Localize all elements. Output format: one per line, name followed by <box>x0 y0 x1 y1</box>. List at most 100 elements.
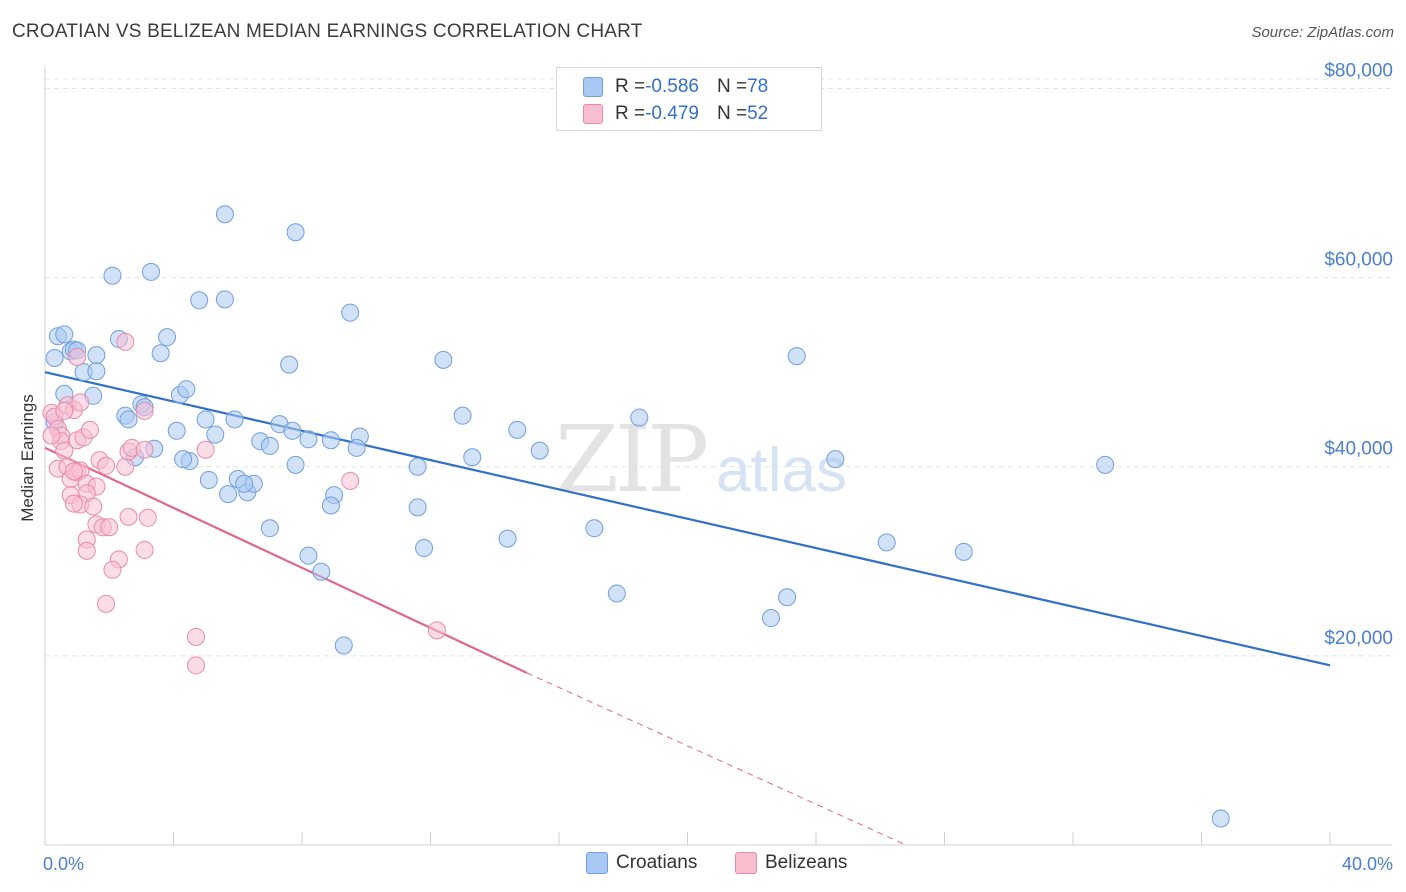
legend-swatch-belizeans <box>583 104 603 124</box>
point-croatians <box>142 262 161 281</box>
legend-n-label: N = <box>716 103 748 124</box>
point-croatians <box>215 290 234 309</box>
point-belizeans <box>427 621 446 640</box>
point-belizeans <box>135 401 154 420</box>
point-belizeans <box>55 401 74 420</box>
y-tick-label: $80,000 <box>1324 60 1393 81</box>
data-points <box>42 205 1230 828</box>
point-croatians <box>87 362 106 381</box>
trend-line-belizeans <box>44 446 528 674</box>
watermark-atlas: atlas <box>716 436 847 505</box>
point-croatians <box>215 205 234 224</box>
bottom-legend-swatch-croatians <box>586 852 608 874</box>
point-croatians <box>787 347 806 366</box>
point-croatians <box>312 562 331 581</box>
point-belizeans <box>84 497 103 516</box>
legend-n-value: 52 <box>747 103 769 124</box>
point-belizeans <box>341 471 360 490</box>
point-croatians <box>283 421 302 440</box>
y-tick-label: $20,000 <box>1324 628 1393 649</box>
point-croatians <box>196 410 215 429</box>
stats-legend: R = -0.586 N = 78 R = -0.479 N = 52 <box>556 67 822 131</box>
point-croatians <box>954 542 973 561</box>
point-belizeans <box>64 462 83 481</box>
point-croatians <box>260 436 279 455</box>
point-croatians <box>206 425 225 444</box>
point-croatians <box>1096 455 1115 474</box>
point-belizeans <box>186 656 205 675</box>
point-croatians <box>87 346 106 365</box>
point-belizeans <box>138 508 157 527</box>
point-croatians <box>408 498 427 517</box>
point-croatians <box>235 474 254 493</box>
point-croatians <box>434 350 453 369</box>
y-axis-label: Median Earnings <box>18 394 37 522</box>
point-croatians <box>167 421 186 440</box>
point-croatians <box>453 406 472 425</box>
point-croatians <box>877 533 896 552</box>
point-croatians <box>347 438 366 457</box>
point-croatians <box>299 546 318 565</box>
point-belizeans <box>186 627 205 646</box>
point-belizeans <box>135 540 154 559</box>
point-croatians <box>190 291 209 310</box>
point-croatians <box>530 441 549 460</box>
trend-line-croatians <box>44 371 1331 667</box>
legend-swatch-croatians <box>583 77 603 97</box>
point-croatians <box>219 485 238 504</box>
watermark: ZIP atlas <box>555 406 847 513</box>
point-belizeans <box>77 541 96 560</box>
y-tick-label: $40,000 <box>1324 439 1393 460</box>
point-belizeans <box>97 594 116 613</box>
point-croatians <box>103 266 122 285</box>
point-croatians <box>299 430 318 449</box>
x-tick-label: 0.0% <box>43 854 84 874</box>
point-belizeans <box>80 420 99 439</box>
bottom-legend-belizeans: Belizeans <box>735 852 847 874</box>
point-belizeans <box>97 456 116 475</box>
trend-line-extension-belizeans <box>526 672 907 846</box>
watermark-zip: ZIP <box>555 406 706 513</box>
point-croatians <box>321 431 340 450</box>
point-belizeans <box>116 332 135 351</box>
point-croatians <box>151 344 170 363</box>
point-croatians <box>119 410 138 429</box>
point-belizeans <box>196 440 215 459</box>
bottom-legend-croatians: Croatians <box>586 852 697 874</box>
point-croatians <box>286 455 305 474</box>
bottom-legend-label: Croatians <box>616 852 698 873</box>
point-croatians <box>498 529 517 548</box>
legend-r-label: R = <box>615 76 646 97</box>
point-croatians <box>341 303 360 322</box>
point-croatians <box>1211 809 1230 828</box>
bottom-legend-swatch-belizeans <box>735 852 757 874</box>
legend-r-label: R = <box>615 103 646 124</box>
point-belizeans <box>135 440 154 459</box>
point-croatians <box>45 348 64 367</box>
point-belizeans <box>116 457 135 476</box>
axis-labels: $20,000 $40,000 $60,000 $80,000 0.0% 40.0% Med… <box>18 60 1393 874</box>
point-croatians <box>408 457 427 476</box>
point-croatians <box>762 609 781 628</box>
gridlines <box>45 78 1392 657</box>
point-belizeans <box>71 393 90 412</box>
point-belizeans <box>64 494 83 513</box>
y-tick-label: $60,000 <box>1324 250 1393 271</box>
bottom-legend-label: Belizeans <box>765 852 848 873</box>
point-belizeans <box>103 560 122 579</box>
point-croatians <box>508 420 527 439</box>
point-croatians <box>826 450 845 469</box>
point-belizeans <box>68 348 87 367</box>
point-croatians <box>174 450 193 469</box>
point-belizeans <box>100 518 119 537</box>
point-croatians <box>225 410 244 429</box>
point-croatians <box>260 519 279 538</box>
point-croatians <box>280 355 299 374</box>
point-croatians <box>334 636 353 655</box>
point-croatians <box>158 328 177 347</box>
trend-lines <box>44 371 1331 846</box>
legend-row-croatians: R = -0.586 N = 78 <box>583 75 768 99</box>
point-croatians <box>463 448 482 467</box>
point-croatians <box>199 470 218 489</box>
